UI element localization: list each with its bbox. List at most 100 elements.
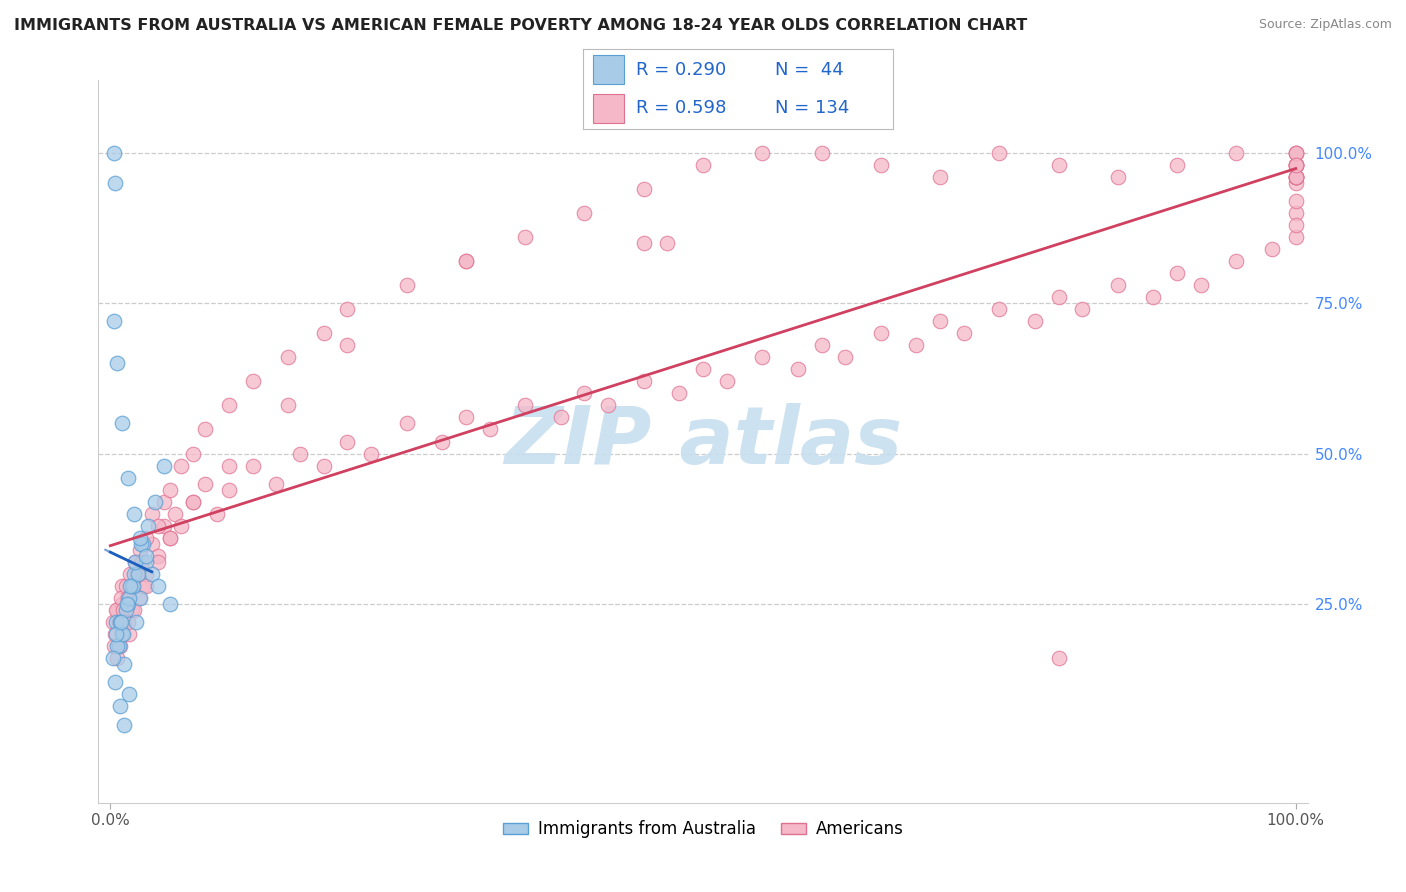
Point [103,639,125,653]
Point [751,145,773,160]
Point [1189,277,1212,292]
Point [1285,230,1308,244]
Point [146,555,169,569]
Point [194,423,217,437]
Point [120,567,142,582]
Point [1285,145,1308,160]
Point [633,181,655,195]
Point [181,494,204,508]
Point [132,537,155,551]
Point [1285,169,1308,184]
Point [105,651,128,665]
Point [454,410,477,425]
Text: R = 0.598: R = 0.598 [636,100,727,118]
Point [111,579,134,593]
Point [105,356,128,370]
Point [135,567,157,582]
Point [1166,157,1188,171]
Point [146,518,169,533]
Point [869,326,891,341]
Text: Source: ZipAtlas.com: Source: ZipAtlas.com [1258,18,1392,31]
Point [929,169,952,184]
Point [277,350,299,364]
Point [121,579,143,593]
Point [101,651,124,665]
Point [141,537,163,551]
Point [135,579,157,593]
Point [117,591,139,606]
Point [1285,157,1308,171]
Point [988,145,1011,160]
Point [1285,169,1308,184]
Point [146,579,169,593]
Point [751,350,773,364]
Point [114,717,136,731]
Point [360,446,382,460]
Point [122,579,145,593]
Point [1285,145,1308,160]
Point [108,699,131,714]
Point [105,627,128,641]
Point [786,362,808,376]
Point [574,205,596,219]
Point [1285,157,1308,171]
Point [242,375,264,389]
Point [105,603,128,617]
Point [124,555,146,569]
Point [122,603,145,617]
Point [118,627,141,641]
Point [692,362,714,376]
Point [1225,145,1247,160]
Point [121,579,143,593]
Point [988,301,1011,317]
Point [170,458,193,473]
Point [336,338,359,352]
Point [127,567,149,582]
Point [1047,157,1070,171]
Point [515,230,537,244]
Point [136,518,159,533]
Point [111,597,134,611]
Point [141,567,163,582]
Point [277,398,299,412]
Point [1107,277,1129,292]
Point [132,579,155,593]
Point [336,434,359,449]
Point [633,235,655,250]
Point [152,518,174,533]
Point [118,591,141,606]
Point [129,531,152,545]
Point [165,507,187,521]
Point [110,591,132,606]
Point [834,350,856,364]
Point [218,458,240,473]
Point [657,235,679,250]
Point [125,615,148,630]
Point [101,615,124,630]
Point [112,603,135,617]
Point [716,375,738,389]
Point [111,627,134,641]
Point [152,458,174,473]
FancyBboxPatch shape [593,55,624,85]
Text: ZIP atlas: ZIP atlas [503,402,903,481]
Point [121,603,143,617]
Point [810,338,832,352]
Point [1261,242,1284,256]
Point [312,458,335,473]
Point [108,639,131,653]
Point [120,579,142,593]
Point [574,386,596,401]
Point [181,494,204,508]
Point [159,531,181,545]
Point [114,603,136,617]
Point [115,591,138,606]
Point [515,398,537,412]
Point [1285,157,1308,171]
Point [125,567,148,582]
Point [103,145,125,160]
Point [1225,253,1247,268]
Point [692,157,714,171]
Point [1285,218,1308,232]
Point [1142,290,1164,304]
